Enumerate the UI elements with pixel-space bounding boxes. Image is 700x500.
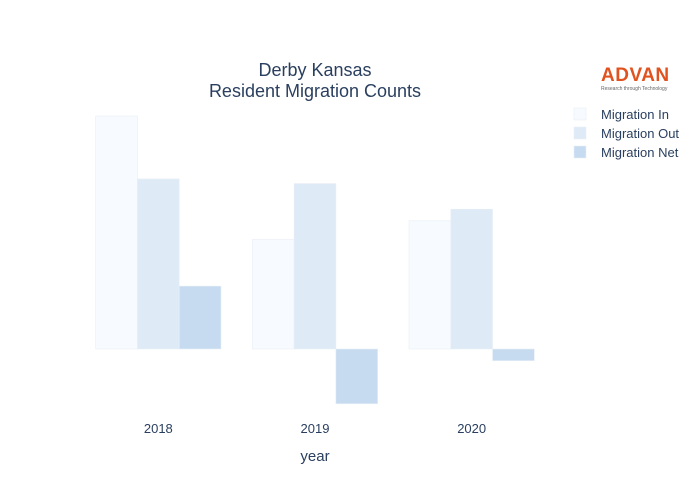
x-axis-title: year	[300, 448, 329, 465]
bar-migration-in-2019[interactable]	[252, 239, 295, 350]
chart-title-line-1: Derby Kansas	[258, 60, 371, 80]
x-tick-label-2019: 2019	[301, 421, 330, 436]
x-tick-label-2020: 2020	[457, 421, 486, 436]
legend-label-migration-out[interactable]: Migration Out	[601, 126, 679, 141]
chart-title-line-2: Resident Migration Counts	[209, 81, 421, 101]
x-tick-labels: 2018 2019 2020	[144, 421, 486, 436]
legend-label-migration-net[interactable]: Migration Net	[601, 145, 679, 160]
legend-swatch-migration-net[interactable]	[573, 145, 587, 159]
bars-group	[95, 115, 535, 405]
bar-migration-net-2019[interactable]	[335, 348, 378, 405]
bar-migration-out-2018[interactable]	[137, 178, 180, 350]
bar-migration-out-2020[interactable]	[450, 208, 493, 350]
legend[interactable]: Migration In Migration Out Migration Net	[573, 107, 679, 160]
x-tick-label-2018: 2018	[144, 421, 173, 436]
bar-migration-in-2020[interactable]	[408, 220, 452, 350]
advan-logo: ADVAN Research through Technology	[601, 65, 671, 93]
bar-migration-out-2019[interactable]	[293, 183, 337, 350]
legend-label-migration-in[interactable]: Migration In	[601, 107, 669, 122]
legend-swatch-migration-out[interactable]	[573, 126, 587, 140]
bar-migration-net-2018[interactable]	[178, 285, 222, 350]
logo-wordmark: ADVAN	[601, 65, 670, 86]
logo-tagline: Research through Technology	[601, 86, 668, 92]
legend-swatch-migration-in[interactable]	[573, 107, 587, 121]
bar-migration-net-2020[interactable]	[492, 348, 535, 361]
bar-migration-in-2018[interactable]	[95, 115, 138, 350]
